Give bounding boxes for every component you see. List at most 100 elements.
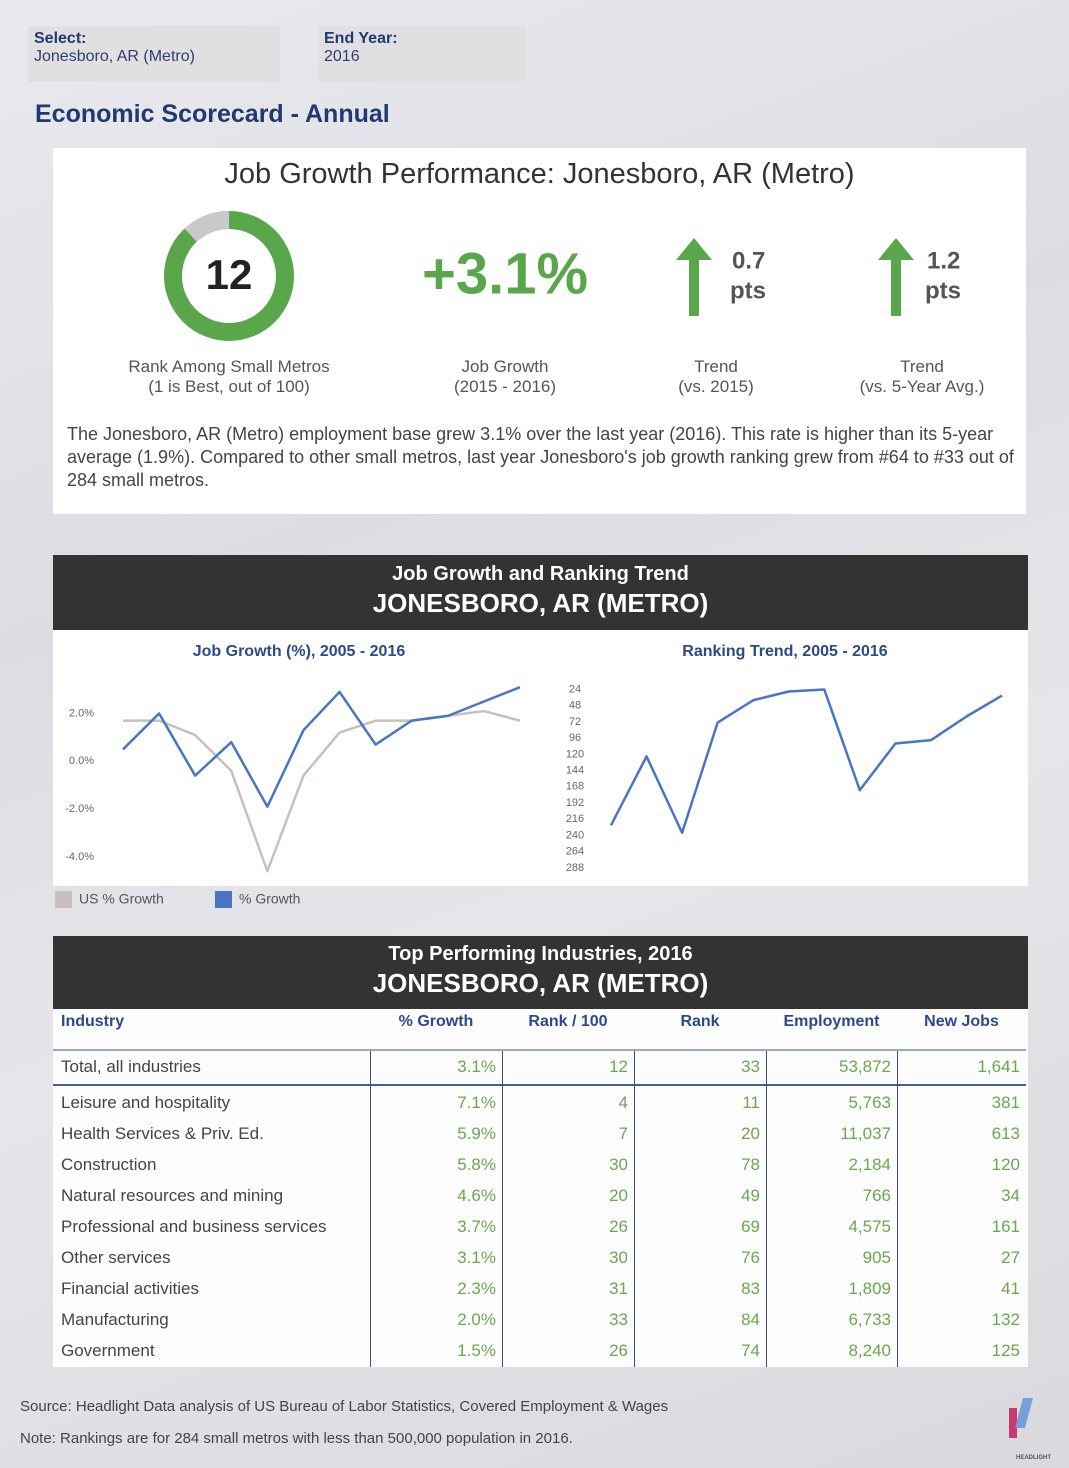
table-cell: Health Services & Priv. Ed. xyxy=(61,1124,264,1143)
table-cell: 381 xyxy=(991,1093,1020,1112)
column-divider xyxy=(766,1051,767,1367)
table-cell: 1.5% xyxy=(457,1341,496,1360)
total-cell: 12 xyxy=(609,1057,628,1076)
y-tick-label: 240 xyxy=(566,829,584,841)
table-cell: 2,184 xyxy=(848,1155,891,1174)
column-divider xyxy=(634,1051,635,1367)
chart-title: Ranking Trend, 2005 - 2016 xyxy=(682,643,888,660)
table-cell: Professional and business services xyxy=(61,1217,327,1236)
table-cell: 41 xyxy=(1001,1279,1020,1298)
y-tick-label: 264 xyxy=(566,846,584,858)
trend-unit: pts xyxy=(730,277,766,304)
select-filter[interactable]: Select: Jonesboro, AR (Metro) xyxy=(28,26,280,82)
table-cell: 27 xyxy=(1001,1248,1020,1267)
table-cell: 4.6% xyxy=(457,1186,496,1205)
header-rule xyxy=(53,1049,1026,1051)
caption-line: Trend xyxy=(694,357,738,376)
banner-subtitle: JONESBORO, AR (METRO) xyxy=(372,588,709,618)
table-cell: 83 xyxy=(741,1279,760,1298)
table-cell: 74 xyxy=(741,1341,760,1360)
table-cell: 1,809 xyxy=(848,1279,891,1298)
table-cell: Construction xyxy=(61,1155,157,1174)
caption: Trend (vs. 5-Year Avg.) xyxy=(792,357,1052,397)
y-tick-label: 120 xyxy=(566,748,584,760)
table-cell: 49 xyxy=(741,1186,760,1205)
table-cell: 7.1% xyxy=(457,1093,496,1112)
trend-value: 0.7 xyxy=(732,247,765,274)
table-cell: 7 xyxy=(618,1124,628,1143)
end-year-filter[interactable]: End Year: 2016 xyxy=(318,26,525,82)
table-cell: 2.0% xyxy=(457,1310,496,1329)
caption: Rank Among Small Metros (1 is Best, out o… xyxy=(99,357,359,397)
trend-unit: pts xyxy=(925,277,961,304)
page-title: Economic Scorecard - Annual xyxy=(35,100,390,128)
column-header: Industry xyxy=(61,1013,125,1030)
table-cell: Government xyxy=(61,1341,155,1360)
banner-subtitle: JONESBORO, AR (METRO) xyxy=(372,968,709,998)
table-cell: 905 xyxy=(862,1248,891,1267)
table-cell: 11,037 xyxy=(840,1124,891,1143)
chart-title: Job Growth (%), 2005 - 2016 xyxy=(193,643,406,660)
table-cell: 33 xyxy=(609,1310,628,1329)
banner-title: Job Growth and Ranking Trend xyxy=(392,563,689,585)
caption-line: Rank Among Small Metros xyxy=(128,357,330,376)
caption-line: (1 is Best, out of 100) xyxy=(148,377,310,396)
table-cell: 6,733 xyxy=(848,1310,891,1329)
total-cell: Total, all industries xyxy=(61,1057,201,1076)
table-cell: 69 xyxy=(741,1217,760,1236)
table-cell: 161 xyxy=(991,1217,1020,1236)
table-cell: 84 xyxy=(741,1310,760,1329)
y-tick-label: -4.0% xyxy=(65,851,94,863)
y-tick-label: 168 xyxy=(566,781,584,793)
table-cell: 4,575 xyxy=(848,1217,891,1236)
table-cell: Natural resources and mining xyxy=(61,1186,284,1205)
table-cell: 5,763 xyxy=(848,1093,891,1112)
caption: Job Growth (2015 - 2016) xyxy=(375,357,635,397)
trend-banner: Job Growth and Ranking Trend JONESBORO, … xyxy=(53,555,1028,630)
rank-value: 12 xyxy=(206,251,253,298)
caption-line: Trend xyxy=(900,357,944,376)
y-tick-label: 2.0% xyxy=(69,707,94,719)
industry-table: Industry % Growth Rank / 100 Rank Employment… xyxy=(53,1009,1028,1367)
table-cell: 766 xyxy=(862,1186,891,1205)
table-cell: 613 xyxy=(991,1124,1020,1143)
legend-swatch xyxy=(55,891,72,908)
table-cell: 78 xyxy=(741,1155,760,1174)
total-cell: 3.1% xyxy=(457,1057,496,1076)
table-cell: 3.1% xyxy=(457,1248,496,1267)
y-tick-label: 96 xyxy=(569,732,581,744)
trend-arrow xyxy=(676,238,712,316)
total-cell: 1,641 xyxy=(977,1057,1020,1076)
total-cell: 33 xyxy=(741,1057,760,1076)
y-tick-label: 144 xyxy=(566,764,584,776)
table-cell: 20 xyxy=(609,1186,628,1205)
table-cell: 26 xyxy=(609,1217,628,1236)
series-line xyxy=(609,688,1003,834)
scorecard-title: Job Growth Performance: Jonesboro, AR (M… xyxy=(224,158,855,190)
total-rule xyxy=(53,1084,1026,1086)
caption-line: (2015 - 2016) xyxy=(453,377,557,396)
table-cell: 5.9% xyxy=(457,1124,496,1143)
table-cell: 31 xyxy=(609,1279,628,1298)
summary: The Jonesboro, AR (Metro) employment bas… xyxy=(67,424,1014,490)
table-cell: 30 xyxy=(609,1248,628,1267)
table-cell: 8,240 xyxy=(848,1341,891,1360)
rank-note: Note: Rankings are for 284 small metros … xyxy=(20,1430,573,1447)
y-tick-label: 288 xyxy=(566,862,584,874)
table-cell: 11 xyxy=(742,1093,760,1112)
table-cell: Financial activities xyxy=(61,1279,199,1298)
column-header: Rank xyxy=(680,1013,720,1030)
series-line xyxy=(122,686,521,808)
table-cell: 125 xyxy=(991,1341,1020,1360)
table-cell: 26 xyxy=(609,1341,628,1360)
caption-line: (vs. 5-Year Avg.) xyxy=(859,377,985,396)
caption-line: Job Growth xyxy=(461,357,549,376)
end-year-label: End Year: xyxy=(324,30,398,47)
trend-value: 1.2 xyxy=(927,247,960,274)
table-cell: 76 xyxy=(741,1248,760,1267)
total-cell: 53,872 xyxy=(839,1057,891,1076)
select-label: Select: xyxy=(34,30,87,47)
y-tick-label: 48 xyxy=(569,700,581,712)
table-cell: 120 xyxy=(991,1155,1020,1174)
gauge-rank-arc xyxy=(164,210,294,341)
